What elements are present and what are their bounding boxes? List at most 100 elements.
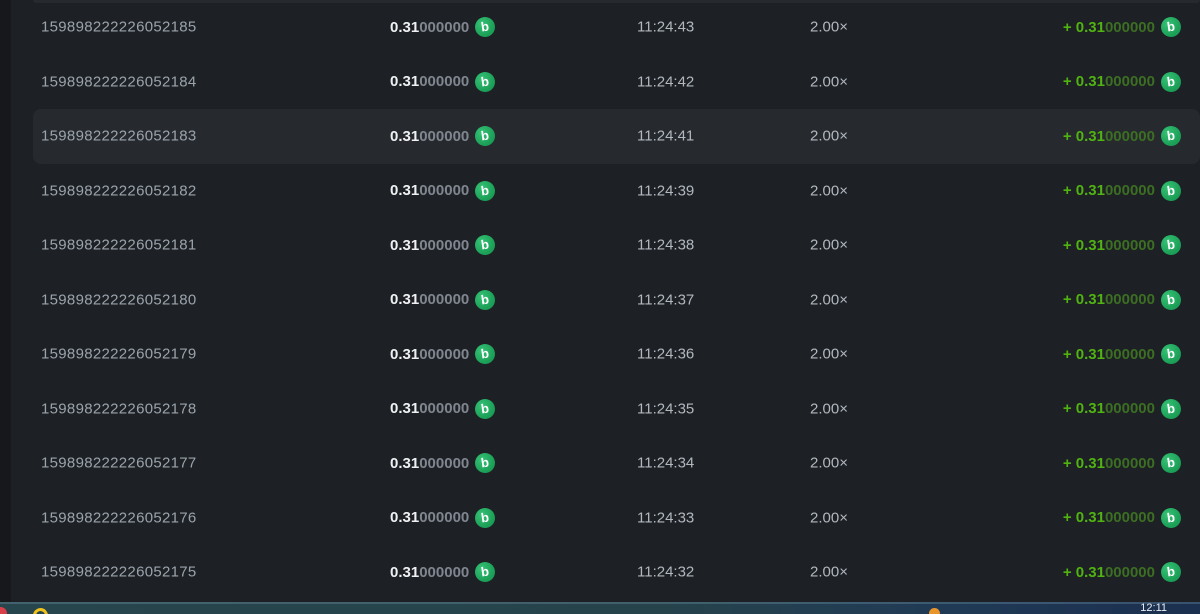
bet-amount-value: 0.31 — [390, 400, 420, 418]
bet-amount-zeros: 000000 — [419, 127, 470, 145]
bet-row[interactable]: 159898222226052184 0.31000000 b 11:24:42… — [33, 55, 1200, 110]
bet-amount-value: 0.31 — [390, 127, 420, 145]
coin-icon: b — [473, 506, 497, 530]
coin-icon: b — [473, 397, 497, 421]
coin-icon: b — [473, 451, 497, 475]
bet-amount-value: 0.31 — [390, 291, 420, 309]
bet-row[interactable]: 159898222226052183 0.31000000 b 11:24:41… — [33, 109, 1200, 164]
bet-time: 11:24:38 — [637, 236, 695, 254]
bet-amount: 0.31000000 b — [390, 451, 497, 475]
bet-amount-value: 0.31 — [390, 454, 420, 472]
bet-amount: 0.31000000 b — [390, 124, 497, 148]
bet-row[interactable]: 159898222226052177 0.31000000 b 11:24:34… — [33, 436, 1200, 491]
coin-icon: b — [1159, 506, 1183, 530]
bet-row[interactable]: 159898222226052176 0.31000000 b 11:24:33… — [33, 491, 1200, 546]
bet-amount: 0.31000000 b — [390, 288, 497, 312]
bet-amount-zeros: 000000 — [419, 563, 470, 581]
bet-row[interactable]: 159898222226052185 0.31000000 b 11:24:43… — [33, 0, 1200, 55]
bet-multiplier: 2.00× — [810, 127, 848, 145]
bet-amount: 0.31000000 b — [390, 70, 497, 94]
bet-time: 11:24:33 — [637, 509, 695, 527]
bet-id: 159898222226052184 — [41, 73, 197, 91]
coin-icon: b — [1159, 233, 1183, 257]
bet-multiplier: 2.00× — [810, 291, 848, 309]
bet-payout-zeros: 000000 — [1104, 454, 1155, 472]
coin-icon: b — [1159, 397, 1183, 421]
bet-row[interactable]: 159898222226052182 0.31000000 b 11:24:39… — [33, 164, 1200, 219]
bet-payout-value: + 0.31 — [1062, 18, 1105, 36]
bet-amount-value: 0.31 — [390, 345, 420, 363]
bet-payout: + 0.31000000 b — [1062, 70, 1183, 94]
taskbar-partial-yellow-icon[interactable] — [30, 605, 51, 614]
bet-payout-zeros: 000000 — [1104, 18, 1155, 36]
bet-row[interactable]: 159898222226052181 0.31000000 b 11:24:38… — [33, 218, 1200, 273]
bet-amount-zeros: 000000 — [419, 454, 470, 472]
coin-icon: b — [1159, 560, 1183, 584]
coin-icon: b — [473, 288, 497, 312]
bet-payout: + 0.31000000 b — [1062, 342, 1183, 366]
bet-multiplier: 2.00× — [810, 400, 848, 418]
bet-amount: 0.31000000 b — [390, 506, 497, 530]
bet-amount-zeros: 000000 — [419, 182, 470, 200]
bet-payout-zeros: 000000 — [1104, 509, 1155, 527]
bet-time: 11:24:41 — [637, 127, 695, 145]
coin-icon: b — [473, 15, 497, 39]
bet-payout: + 0.31000000 b — [1062, 15, 1183, 39]
bet-multiplier: 2.00× — [810, 182, 848, 200]
taskbar-clock[interactable]: 12:11 — [1140, 602, 1167, 614]
bet-id: 159898222226052181 — [41, 236, 197, 254]
bet-amount-value: 0.31 — [390, 236, 420, 254]
coin-icon: b — [1159, 288, 1183, 312]
bet-payout-zeros: 000000 — [1104, 345, 1155, 363]
bet-payout-zeros: 000000 — [1104, 236, 1155, 254]
bet-multiplier: 2.00× — [810, 509, 848, 527]
coin-icon: b — [473, 70, 497, 94]
bet-amount-zeros: 000000 — [419, 509, 470, 527]
bet-amount-value: 0.31 — [390, 73, 420, 91]
taskbar-partial-red-icon[interactable] — [0, 607, 7, 614]
bet-amount: 0.31000000 b — [390, 560, 497, 584]
bet-payout-zeros: 000000 — [1104, 291, 1155, 309]
coin-icon: b — [473, 342, 497, 366]
bet-payout-value: + 0.31 — [1062, 345, 1105, 363]
bet-payout-value: + 0.31 — [1062, 73, 1105, 91]
bet-row[interactable]: 159898222226052175 0.31000000 b 11:24:32… — [33, 545, 1200, 600]
bet-payout-value: + 0.31 — [1062, 291, 1105, 309]
coin-icon: b — [473, 560, 497, 584]
bet-id: 159898222226052176 — [41, 509, 197, 527]
row-partial-highlight — [33, 0, 1200, 3]
bet-multiplier: 2.00× — [810, 236, 848, 254]
bet-payout-value: + 0.31 — [1062, 509, 1105, 527]
bet-payout: + 0.31000000 b — [1063, 560, 1183, 584]
bet-amount-zeros: 000000 — [419, 73, 470, 91]
bet-amount-zeros: 000000 — [419, 345, 470, 363]
taskbar: 12:11 — [0, 602, 1200, 614]
bet-id: 159898222226052175 — [41, 563, 197, 581]
bet-time: 11:24:39 — [637, 182, 695, 200]
bet-id: 159898222226052183 — [41, 127, 197, 145]
bet-payout-value: + 0.31 — [1062, 400, 1105, 418]
bets-table-body: 159898222226052185 0.31000000 b 11:24:43… — [33, 0, 1200, 600]
bet-id: 159898222226052180 — [41, 291, 197, 309]
bet-amount-value: 0.31 — [390, 182, 420, 200]
bet-payout-value: + 0.31 — [1062, 454, 1105, 472]
coin-icon: b — [473, 233, 497, 257]
bet-time: 11:24:34 — [637, 454, 695, 472]
bet-row[interactable]: 159898222226052179 0.31000000 b 11:24:36… — [33, 327, 1200, 382]
bet-multiplier: 2.00× — [810, 73, 848, 91]
bet-amount: 0.31000000 b — [390, 342, 497, 366]
bet-id: 159898222226052182 — [41, 182, 197, 200]
bet-amount-zeros: 000000 — [419, 291, 470, 309]
bet-multiplier: 2.00× — [810, 345, 848, 363]
bet-multiplier: 2.00× — [810, 563, 848, 581]
bet-time: 11:24:43 — [637, 18, 695, 36]
bet-row[interactable]: 159898222226052180 0.31000000 b 11:24:37… — [33, 273, 1200, 328]
bet-row[interactable]: 159898222226052178 0.31000000 b 11:24:35… — [33, 382, 1200, 437]
bets-history-panel: 159898222226052185 0.31000000 b 11:24:43… — [11, 0, 1200, 602]
bet-amount-zeros: 000000 — [419, 236, 470, 254]
bet-time: 11:24:37 — [637, 291, 695, 309]
bet-payout: + 0.31000000 b — [1062, 506, 1183, 530]
bet-id: 159898222226052177 — [41, 454, 197, 472]
taskbar-partial-orange-icon[interactable] — [929, 608, 940, 614]
bet-payout-value: + 0.31 — [1062, 127, 1105, 145]
